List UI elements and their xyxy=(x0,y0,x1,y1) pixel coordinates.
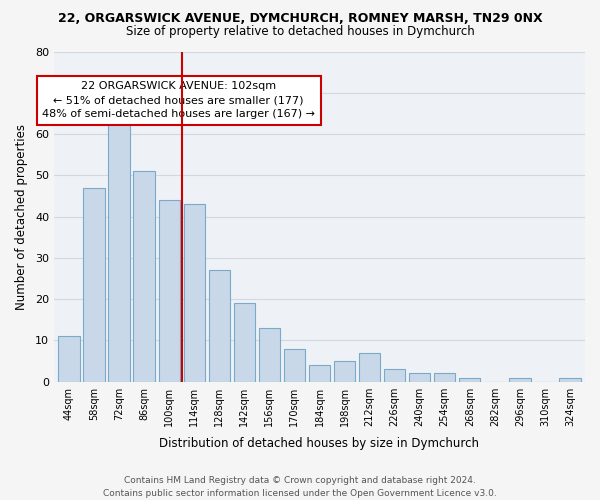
Bar xyxy=(83,188,104,382)
Bar xyxy=(133,171,155,382)
X-axis label: Distribution of detached houses by size in Dymchurch: Distribution of detached houses by size … xyxy=(160,437,479,450)
Bar xyxy=(359,353,380,382)
Bar xyxy=(259,328,280,382)
Bar xyxy=(409,374,430,382)
Bar xyxy=(334,361,355,382)
Bar xyxy=(559,378,581,382)
Bar xyxy=(434,374,455,382)
Bar xyxy=(284,348,305,382)
Y-axis label: Number of detached properties: Number of detached properties xyxy=(15,124,28,310)
Bar xyxy=(233,303,255,382)
Bar xyxy=(158,200,180,382)
Bar xyxy=(384,370,405,382)
Bar xyxy=(309,365,330,382)
Text: Contains HM Land Registry data © Crown copyright and database right 2024.
Contai: Contains HM Land Registry data © Crown c… xyxy=(103,476,497,498)
Bar xyxy=(109,114,130,382)
Bar xyxy=(509,378,530,382)
Text: 22, ORGARSWICK AVENUE, DYMCHURCH, ROMNEY MARSH, TN29 0NX: 22, ORGARSWICK AVENUE, DYMCHURCH, ROMNEY… xyxy=(58,12,542,26)
Bar xyxy=(184,204,205,382)
Bar xyxy=(58,336,80,382)
Text: 22 ORGARSWICK AVENUE: 102sqm
← 51% of detached houses are smaller (177)
48% of s: 22 ORGARSWICK AVENUE: 102sqm ← 51% of de… xyxy=(42,81,315,119)
Bar xyxy=(459,378,481,382)
Bar xyxy=(209,270,230,382)
Text: Size of property relative to detached houses in Dymchurch: Size of property relative to detached ho… xyxy=(125,25,475,38)
